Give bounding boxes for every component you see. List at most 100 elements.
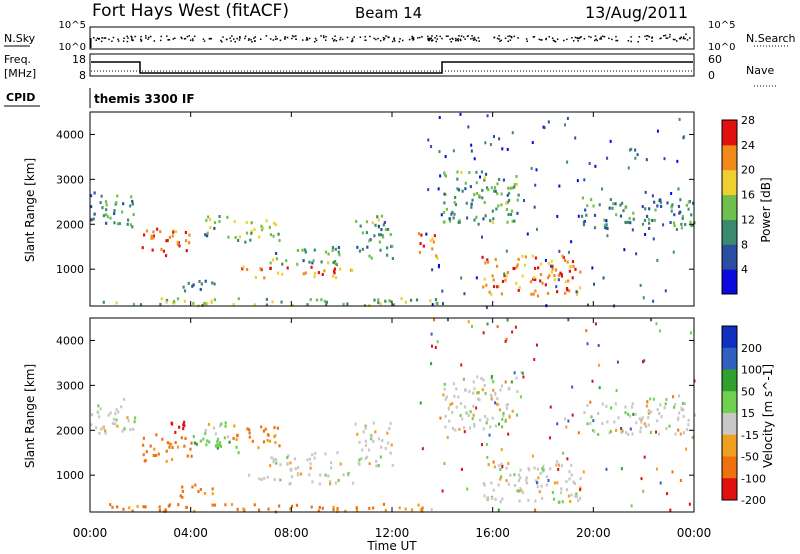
echo-cell xyxy=(368,254,371,258)
echo-cell xyxy=(515,413,519,417)
echo-cell xyxy=(664,402,667,406)
echo-cell xyxy=(113,212,116,216)
echo-cell xyxy=(431,268,434,272)
echo-cell xyxy=(327,252,330,256)
nsky-point xyxy=(323,36,325,39)
echo-cell xyxy=(517,288,520,292)
echo-cell xyxy=(381,235,385,239)
echo-cell xyxy=(519,476,522,480)
nsky-point xyxy=(419,36,421,39)
echo-cell xyxy=(545,475,549,479)
nsky-point xyxy=(428,37,431,40)
echo-cell xyxy=(267,433,270,437)
nsky-point xyxy=(580,36,582,38)
echo-cell xyxy=(272,457,275,461)
nsky-point xyxy=(507,35,509,38)
echo-cell xyxy=(535,168,538,172)
echo-cell xyxy=(544,283,547,287)
echo-cell xyxy=(127,419,130,423)
echo-cell xyxy=(165,449,168,453)
echo-cell xyxy=(463,292,466,296)
echo-cell xyxy=(216,440,219,444)
echo-cell xyxy=(168,442,171,446)
echo-cell xyxy=(216,446,219,450)
nsky-point xyxy=(451,37,453,40)
echo-cell xyxy=(296,466,300,470)
echo-cell xyxy=(144,505,147,509)
echo-cell xyxy=(308,457,312,461)
echo-cell xyxy=(370,256,373,260)
echo-cell xyxy=(557,273,561,277)
echo-cell xyxy=(490,481,493,485)
echo-cell xyxy=(90,205,93,209)
nsky-point xyxy=(93,37,95,39)
echo-cell xyxy=(208,440,211,444)
echo-cell xyxy=(503,274,506,278)
echo-cell xyxy=(627,432,630,436)
echo-cell xyxy=(505,274,508,278)
echo-cell xyxy=(332,505,335,509)
echo-cell xyxy=(512,267,515,271)
echo-cell xyxy=(334,276,338,280)
nsky-point xyxy=(399,38,401,40)
echo-cell xyxy=(502,414,505,418)
echo-cell xyxy=(497,284,500,288)
echo-cell xyxy=(389,451,392,455)
echo-cell xyxy=(313,456,316,460)
echo-cell xyxy=(547,261,550,265)
echo-cell xyxy=(449,402,452,406)
echo-cell xyxy=(308,260,311,264)
echo-cell xyxy=(187,241,191,245)
echo-cell xyxy=(443,461,446,465)
echo-cell xyxy=(273,426,276,430)
echo-cell xyxy=(567,279,570,283)
nsky-point xyxy=(291,37,293,40)
nsky-point xyxy=(130,35,132,38)
echo-cell xyxy=(517,489,521,493)
echo-cell xyxy=(521,274,524,278)
echo-cell xyxy=(377,301,380,305)
echo-cell xyxy=(487,188,490,192)
nsky-point xyxy=(320,35,322,37)
echo-cell xyxy=(386,431,389,435)
echo-cell xyxy=(203,301,206,305)
echo-cell xyxy=(274,441,277,445)
nsky-point xyxy=(306,37,308,39)
echo-cell xyxy=(482,285,485,289)
nsky-point xyxy=(421,36,423,38)
nsky-point xyxy=(353,36,355,38)
echo-cell xyxy=(506,403,509,407)
echo-cell xyxy=(481,255,484,259)
nsky-point xyxy=(545,37,548,40)
y-tick-label: 4000 xyxy=(56,128,84,141)
echo-cell xyxy=(525,481,528,485)
nsky-point xyxy=(103,37,106,39)
echo-cell xyxy=(682,431,686,435)
echo-cell xyxy=(452,382,456,386)
nsky-point xyxy=(126,35,128,38)
echo-cell xyxy=(389,421,392,425)
echo-cell xyxy=(532,292,535,296)
echo-cell xyxy=(280,300,283,304)
echo-cell xyxy=(437,187,440,191)
echo-cell xyxy=(274,251,278,255)
echo-cell xyxy=(519,487,522,491)
echo-cell xyxy=(557,278,560,282)
echo-cell xyxy=(586,204,589,208)
echo-cell xyxy=(126,218,130,222)
echo-cell xyxy=(368,506,371,510)
nsky-point xyxy=(322,35,325,37)
echo-cell xyxy=(192,435,195,439)
echo-cell xyxy=(519,395,522,399)
echo-cell xyxy=(606,420,609,424)
nsky-point xyxy=(254,36,257,38)
echo-cell xyxy=(551,267,554,271)
echo-cell xyxy=(216,443,219,447)
echo-cell xyxy=(557,467,560,471)
nsky-tick-high: 10^5 xyxy=(59,20,86,31)
echo-cell xyxy=(288,482,291,486)
echo-cell xyxy=(611,206,614,210)
echo-cell xyxy=(627,220,630,224)
echo-cell xyxy=(272,234,275,238)
nsky-point xyxy=(594,39,596,42)
